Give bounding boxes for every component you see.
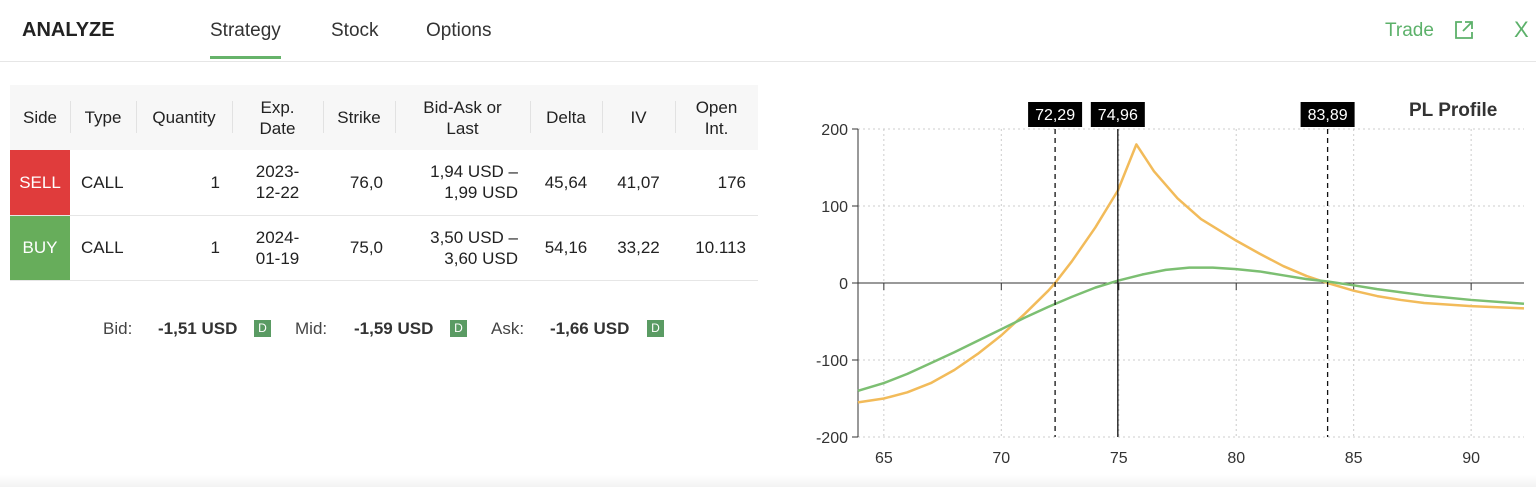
bid-ask-line2: 1,99 USD <box>444 183 518 203</box>
marker-label: 83,89 <box>1308 107 1348 124</box>
col-quantity: Quantity <box>136 85 232 150</box>
y-tick-label: -100 <box>816 353 848 370</box>
iv-cell: 33,22 <box>602 215 675 281</box>
today-pl-line <box>857 266 1525 392</box>
col-delta: Delta <box>530 85 602 150</box>
y-tick-label: -200 <box>816 430 848 447</box>
exp-date-cell: 2023- 12-22 <box>232 150 323 216</box>
x-tick-label: 85 <box>1345 450 1363 467</box>
exp-date-line1: 2023- <box>255 162 300 182</box>
strike-cell: 75,0 <box>323 215 395 281</box>
y-tick-label: 0 <box>839 276 848 293</box>
col-exp-date: Exp. Date <box>232 85 323 150</box>
x-tick-label: 80 <box>1227 450 1245 467</box>
bottom-edge <box>0 475 1536 487</box>
marker-label-bg <box>1028 102 1083 127</box>
side-badge-buy[interactable]: BUY <box>10 215 70 281</box>
col-iv: IV <box>602 85 675 150</box>
open-int-cell: 10.113 <box>675 215 758 281</box>
bid-ask-line2: 3,60 USD <box>444 248 518 268</box>
col-bid-ask: Bid-Ask or Last <box>395 85 530 150</box>
type-cell: CALL <box>70 215 136 281</box>
col-open-int: Open Int. <box>675 85 758 150</box>
x-tick-label: 90 <box>1462 450 1480 467</box>
table-row[interactable]: BUY CALL 1 2024- 01-19 75,0 3,50 USD –3,6… <box>10 215 758 281</box>
side-badge-sell[interactable]: SELL <box>10 150 70 216</box>
tab-strategy[interactable]: Strategy <box>210 20 281 59</box>
bid-ask-line1: 3,50 USD – <box>430 227 518 247</box>
y-tick-label: 100 <box>821 199 848 216</box>
quantity-cell: 1 <box>136 150 232 216</box>
bid-ask-cell: 3,50 USD –3,60 USD <box>395 215 530 281</box>
close-icon[interactable]: X <box>1514 17 1529 42</box>
exp-date-cell: 2024- 01-19 <box>232 215 323 281</box>
col-type: Type <box>70 85 136 150</box>
col-strike: Strike <box>323 85 395 150</box>
table-row[interactable]: SELL CALL 1 2023- 12-22 76,0 1,94 USD –1,… <box>10 150 758 216</box>
tab-options[interactable]: Options <box>426 20 492 41</box>
x-tick-label: 70 <box>992 450 1010 467</box>
chart-title: PL Profile <box>1409 100 1498 121</box>
tab-stock[interactable]: Stock <box>331 20 379 41</box>
exp-date-line2: 01-19 <box>255 248 300 268</box>
x-tick-label: 75 <box>1110 450 1128 467</box>
bid-ask-cell: 1,94 USD –1,99 USD <box>395 150 530 216</box>
bid-d-badge: D <box>254 320 271 337</box>
type-cell: CALL <box>70 150 136 216</box>
bid-label: Bid: <box>103 319 133 338</box>
app-title: ANALYZE <box>22 19 115 41</box>
iv-cell: 41,07 <box>602 150 675 216</box>
header: ANALYZE Strategy Stock Options Trade X <box>0 0 1536 62</box>
x-tick-label: 65 <box>875 450 893 467</box>
ask-label: Ask: <box>491 319 525 338</box>
marker-label: 72,29 <box>1035 107 1075 124</box>
expiration-pl-line <box>857 143 1525 404</box>
mid-d-badge: D <box>450 320 467 337</box>
open-int-cell: 176 <box>675 150 758 216</box>
ask-value: -1,66 USD <box>550 319 630 338</box>
trade-button[interactable]: Trade <box>1385 20 1434 41</box>
mid-value: -1,59 USD <box>354 319 434 338</box>
marker-label-bg <box>1090 102 1145 127</box>
quantity-cell: 1 <box>136 215 232 281</box>
exp-date-line1: 2024- <box>255 227 300 247</box>
marker-label: 74,96 <box>1098 107 1138 124</box>
marker-label-bg <box>1300 102 1355 127</box>
table-header: Side Type Quantity Exp. Date Strike Bid-… <box>10 85 758 150</box>
strike-cell: 76,0 <box>323 150 395 216</box>
external-link-icon[interactable] <box>1453 19 1475 41</box>
bid-ask-line1: 1,94 USD – <box>430 162 518 182</box>
ask-d-badge: D <box>647 320 664 337</box>
mid-label: Mid: <box>295 319 328 338</box>
delta-cell: 54,16 <box>530 215 602 281</box>
exp-date-line2: 12-22 <box>255 183 300 203</box>
delta-cell: 45,64 <box>530 150 602 216</box>
bid-value: -1,51 USD <box>158 319 238 338</box>
y-tick-label: 200 <box>821 122 848 139</box>
legs-table: Side Type Quantity Exp. Date Strike Bid-… <box>10 85 758 281</box>
col-side: Side <box>10 85 70 150</box>
